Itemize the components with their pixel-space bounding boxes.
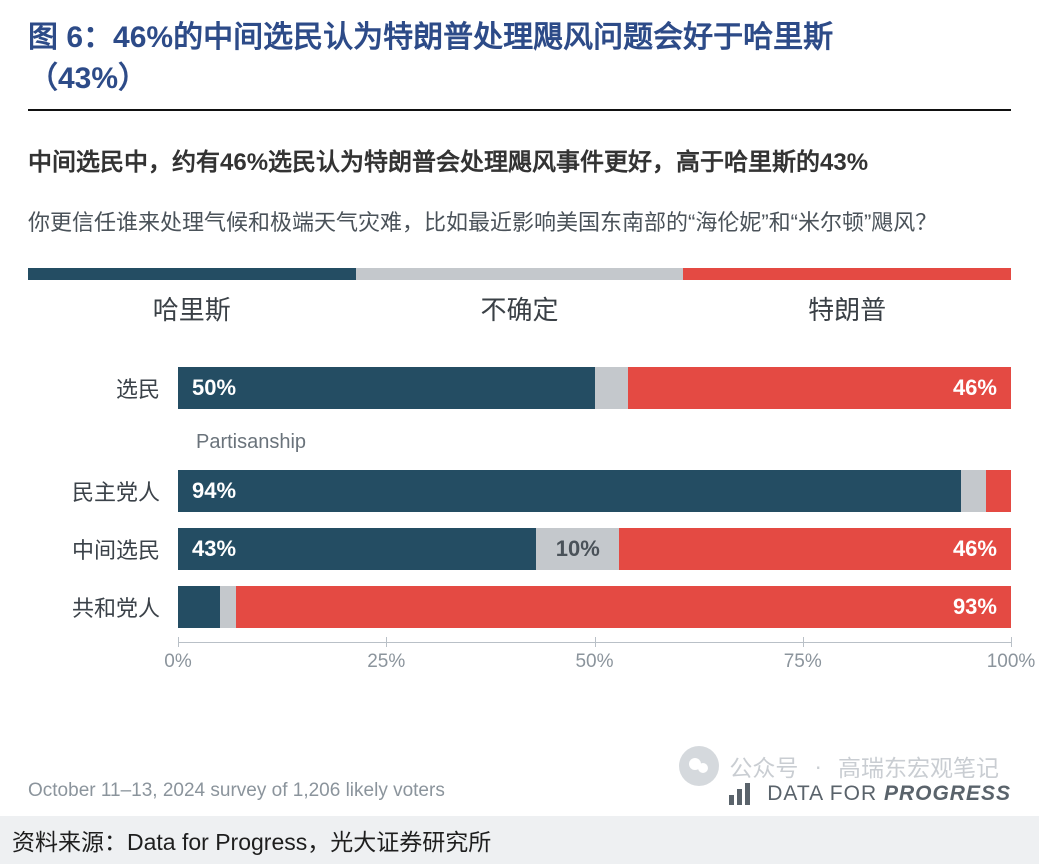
bar-row: 共和党人 93% [28,586,1011,628]
brand-text: DATA FOR PROGRESS [767,782,1011,806]
bar-track: 43% 10% 46% [178,528,1011,570]
row-label: 共和党人 [28,591,178,623]
question-text: 你更信任谁来处理气候和极端天气灾难，比如最近影响美国东南部的“海伦妮”和“米尔顿… [28,205,1011,240]
bar-row: 选民 50% 46% [28,367,1011,409]
axis-tick-label: 75% [784,651,822,673]
bar-seg-harris: 50% [178,367,595,409]
page: 图 6：46%的中间选民认为特朗普处理飓风问题会好于哈里斯 （43%） 中间选民… [0,0,1039,864]
figure-title: 图 6：46%的中间选民认为特朗普处理飓风问题会好于哈里斯 （43%） [28,18,1011,111]
axis-tick [1011,637,1012,647]
bar-seg-harris [178,586,220,628]
bar-seg-undecided [220,586,237,628]
axis-tick-label: 100% [987,651,1036,673]
bar-track: 94% [178,470,1011,512]
bar-chart: 选民 50% 46% Partisanship 民主党人 94% 中间选民 43% 10% 46%… [28,367,1011,686]
bar-row: 中间选民 43% 10% 46% [28,528,1011,570]
brand-prefix: DATA FOR [767,782,884,805]
watermark-name: 高瑞东宏观笔记 [838,749,999,783]
legend-label: 不确定 [356,290,684,327]
bar-value: 10% [556,536,600,562]
figure-title-line2: （43%） [28,62,148,95]
brand-emph: PROGRESS [884,782,1011,805]
watermark-separator: · [814,753,822,780]
bar-seg-harris: 94% [178,470,961,512]
bar-value: 43% [192,536,236,562]
bar-value: 46% [953,536,997,562]
legend: 哈里斯不确定特朗普 [28,268,1011,327]
row-label: 中间选民 [28,533,178,565]
bar-seg-harris: 43% [178,528,536,570]
axis-tick [803,637,804,647]
wechat-watermark: 公众号 · 高瑞东宏观笔记 [679,746,999,786]
bar-row: 民主党人 94% [28,470,1011,512]
axis-tick [386,637,387,647]
axis-tick-label: 0% [164,651,191,673]
legend-label: 哈里斯 [28,290,356,327]
legend-labels: 哈里斯不确定特朗普 [28,290,1011,327]
source-citation: 资料来源：Data for Progress，光大证券研究所 [0,816,1039,864]
axis-tick-label: 25% [367,651,405,673]
legend-bar [28,268,1011,280]
data-for-progress-brand: DATA FOR PROGRESS [729,782,1011,806]
source-text: 资料来源：Data for Progress，光大证券研究所 [12,823,491,857]
bar-seg-trump: 46% [628,367,1011,409]
summary-text: 中间选民中，约有46%选民认为特朗普会处理飓风事件更好，高于哈里斯的43% [28,145,1011,181]
axis-tick-label: 50% [575,651,613,673]
axis-tick [178,637,179,647]
legend-seg [356,268,684,280]
figure-title-line1: 图 6：46%的中间选民认为特朗普处理飓风问题会好于哈里斯 [28,21,833,54]
bar-value: 46% [953,375,997,401]
bar-seg-trump [986,470,1011,512]
bar-seg-trump: 46% [619,528,1011,570]
bar-value: 93% [953,594,997,620]
watermark-label: 公众号 [729,749,798,783]
group-label: Partisanship [196,431,1011,454]
bar-track: 50% 46% [178,367,1011,409]
bar-value: 94% [192,478,236,504]
bar-seg-undecided [961,470,986,512]
bar-track: 93% [178,586,1011,628]
bar-seg-trump: 93% [236,586,1011,628]
survey-footnote: October 11–13, 2024 survey of 1,206 like… [28,780,445,802]
bar-seg-undecided: 10% [536,528,619,570]
row-label: 民主党人 [28,475,178,507]
bar-seg-undecided [595,367,628,409]
axis-tick [595,637,596,647]
x-axis: 0%25%50%75%100% [178,642,1011,686]
legend-seg [28,268,356,280]
legend-label: 特朗普 [683,290,1011,327]
brand-chart-icon [729,783,757,805]
bar-value: 50% [192,375,236,401]
legend-seg [683,268,1011,280]
wechat-icon [679,746,719,786]
row-label: 选民 [28,372,178,404]
